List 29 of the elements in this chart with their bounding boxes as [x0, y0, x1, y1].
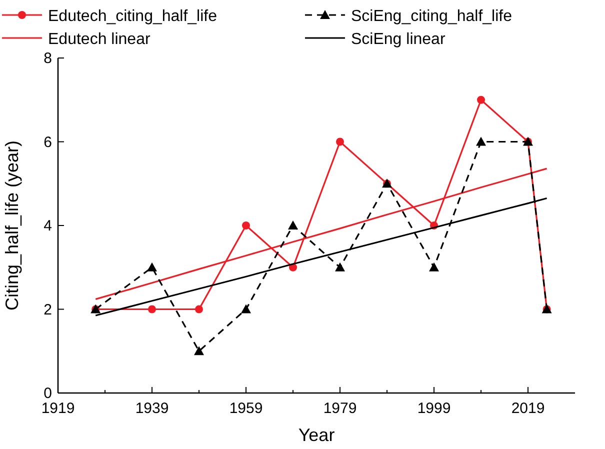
x-tick-label: 1979 [323, 400, 357, 417]
legend-label: SciEng linear [351, 31, 446, 48]
point [476, 136, 486, 146]
legend-label: Edutech_citing_half_life [48, 8, 218, 25]
point [288, 220, 298, 230]
y-tick-label: 6 [44, 134, 52, 151]
point [148, 305, 156, 314]
point [335, 262, 345, 272]
point [429, 262, 439, 272]
point [147, 262, 157, 272]
y-tick-label: 0 [44, 385, 52, 402]
x-tick-label: 1939 [135, 400, 169, 417]
y-tick-label: 4 [44, 218, 52, 234]
y-tick-label: 2 [44, 301, 52, 318]
x-axis-title: Year [298, 425, 335, 445]
x-tick-label: 1959 [229, 400, 263, 417]
y-axis-title: Citing_half_life (year) [2, 140, 22, 311]
point [336, 138, 344, 146]
point [242, 222, 250, 230]
point [241, 304, 251, 314]
y-tick-label: 8 [44, 50, 52, 67]
x-tick-label: 2019 [511, 400, 545, 417]
point [194, 346, 204, 356]
x-tick-label: 1999 [417, 400, 451, 417]
legend-label: Edutech linear [48, 31, 151, 48]
x-tick-label: 1919 [41, 400, 75, 417]
point [477, 96, 485, 104]
point [195, 305, 203, 314]
legend-label: SciEng_citing_half_life [351, 8, 512, 25]
